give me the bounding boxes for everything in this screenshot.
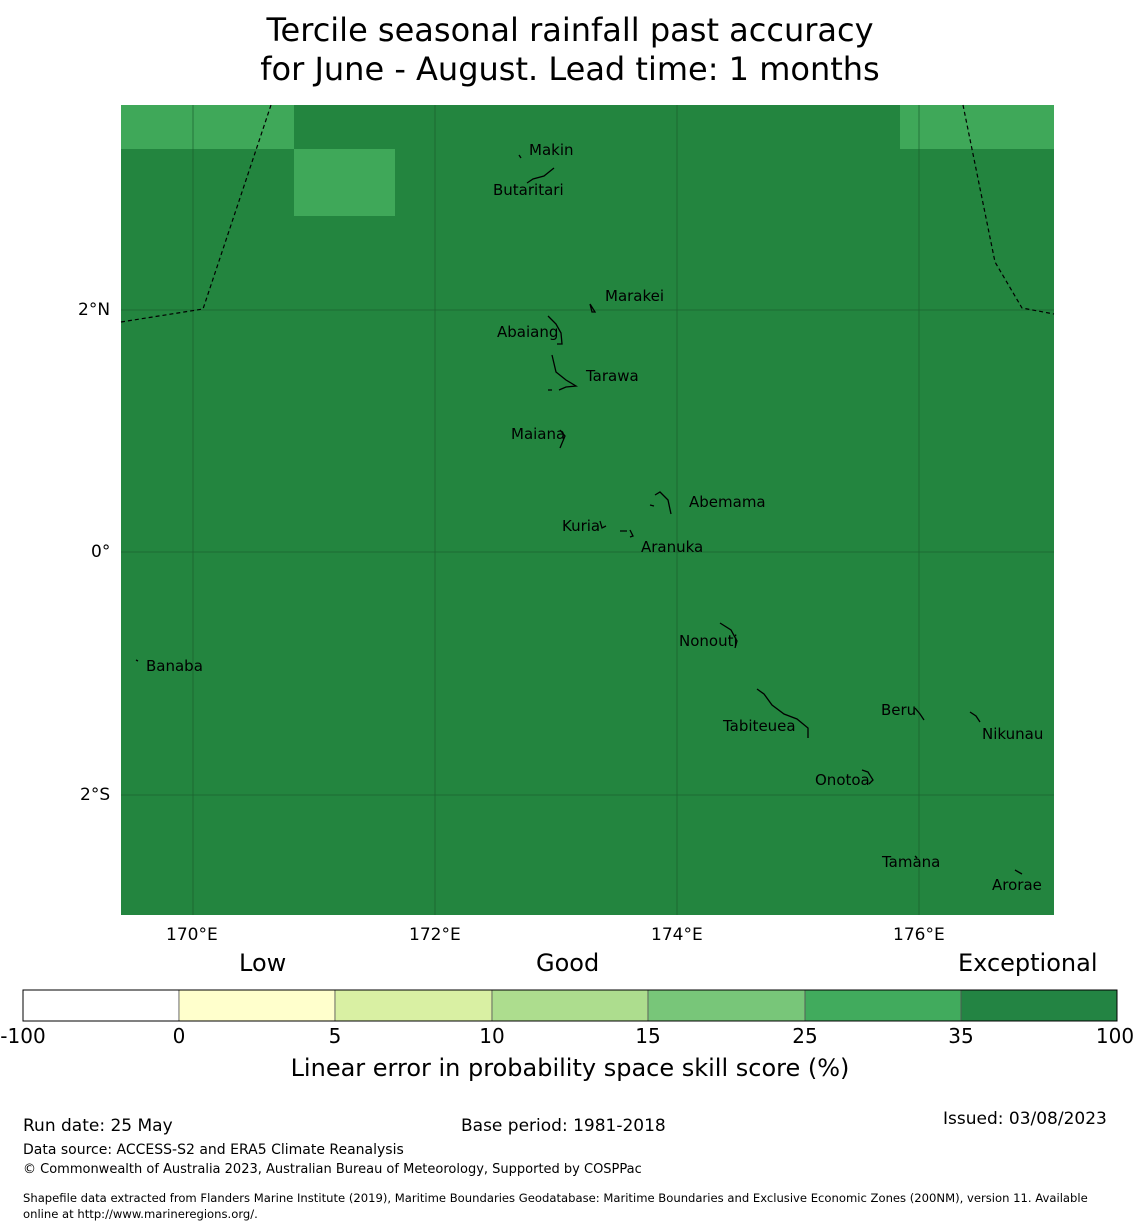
island-label-maiana: Maiana [511, 425, 565, 443]
colorbar-tick: -100 [0, 1024, 46, 1048]
colorbar-segment-4 [647, 989, 806, 1022]
skill-cell-high-north [294, 149, 395, 216]
issued-date: Issued: 03/08/2023 [943, 1109, 1107, 1129]
ytick-label: 2°S [80, 785, 111, 805]
colorbar-segment-2 [334, 989, 493, 1022]
colorbar-tick: 35 [948, 1024, 974, 1048]
colorbar-tick: 15 [635, 1024, 661, 1048]
island-abaiang-shape [547, 315, 563, 345]
island-tamana-shape [914, 855, 918, 859]
island-beru-shape [914, 707, 925, 721]
colorbar-frame [22, 989, 1118, 1022]
base-period: Base period: 1981-2018 [461, 1116, 666, 1136]
colorbar-tick: 5 [328, 1024, 342, 1048]
island-label-aranuka: Aranuka [641, 538, 703, 556]
xtick-label: 170°E [166, 925, 218, 945]
grid-lines [121, 105, 1054, 915]
colorbar-category-low: Low [239, 949, 287, 977]
colorbar-segment-6 [960, 989, 1118, 1022]
xtick-label: 174°E [651, 925, 703, 945]
xtick-label: 172°E [409, 925, 461, 945]
colorbar-segment-0 [22, 989, 180, 1022]
colorbar-label: Linear error in probability space skill … [290, 1054, 850, 1082]
island-butaritari-shape [526, 167, 555, 184]
map-title-line2: for June - August. Lead time: 1 months [260, 50, 880, 88]
island-label-marakei: Marakei [605, 287, 664, 305]
xtick-label: 176°E [893, 925, 945, 945]
colorbar-tick: 100 [1095, 1024, 1135, 1048]
island-abemama-shape [649, 491, 672, 515]
island-label-makin: Makin [529, 141, 574, 159]
island-label-nonouti: Nonouti [679, 632, 738, 650]
colorbar-tick: 0 [172, 1024, 186, 1048]
colorbar-segment-1 [178, 989, 336, 1022]
colorbar-category-good: Good [536, 949, 600, 977]
skill-cell-high-nw [121, 105, 294, 149]
data-source: Data source: ACCESS-S2 and ERA5 Climate … [23, 1142, 404, 1158]
eez-boundary [120, 104, 1055, 323]
map-title-line1: Tercile seasonal rainfall past accuracy [266, 11, 874, 49]
shapefile-credit-line1: Shapefile data extracted from Flanders M… [23, 1191, 1088, 1205]
island-outlines [135, 154, 1023, 875]
copyright: © Commonwealth of Australia 2023, Austra… [23, 1162, 642, 1177]
island-nonouti-shape [719, 622, 738, 649]
island-labels: Makin Butaritari Marakei Abaiang Tarawa … [146, 141, 1043, 894]
island-tabiteuea-shape [756, 688, 809, 738]
colorbar-tick: 25 [792, 1024, 818, 1048]
colorbar-segment-5 [804, 989, 962, 1022]
island-label-beru: Beru [881, 701, 916, 719]
island-label-tarawa: Tarawa [585, 367, 639, 385]
run-date: Run date: 25 May [23, 1116, 173, 1136]
colorbar-tick: 10 [479, 1024, 505, 1048]
island-nikunau-shape [969, 711, 981, 723]
island-aranuka-shape [620, 529, 634, 538]
island-makin-shape [518, 154, 522, 159]
island-label-tamana: Tamana [881, 853, 940, 871]
shapefile-credit-line2: online at http://www.marineregions.org/. [23, 1207, 258, 1221]
colorbar-segment-3 [491, 989, 649, 1022]
skill-cell-high-ne [900, 105, 1054, 149]
island-arorae-shape [1014, 869, 1023, 875]
island-maiana-shape [559, 429, 566, 449]
ytick-label: 0° [91, 542, 111, 562]
island-label-onotoa: Onotoa [815, 771, 870, 789]
ytick-label: 2°N [78, 300, 111, 320]
map-background [121, 105, 1054, 915]
island-label-butaritari: Butaritari [493, 181, 564, 199]
island-label-banaba: Banaba [146, 657, 203, 675]
island-label-nikunau: Nikunau [982, 725, 1043, 743]
island-banaba-shape [135, 659, 139, 662]
island-label-arorae: Arorae [992, 876, 1042, 894]
colorbar-category-exceptional: Exceptional [958, 949, 1098, 977]
skill-map: Makin Butaritari Marakei Abaiang Tarawa … [22, 104, 1118, 1022]
island-kuria-shape [599, 520, 607, 529]
island-label-abaiang: Abaiang [497, 323, 558, 341]
island-onotoa-shape [861, 769, 874, 785]
island-marakei-shape [589, 303, 597, 313]
island-label-tabiteuea: Tabiteuea [722, 717, 796, 735]
island-label-kuria: Kuria [562, 517, 600, 535]
island-label-abemama: Abemama [689, 493, 766, 511]
colorbar [22, 989, 1118, 1022]
island-tarawa-shape [548, 354, 579, 391]
